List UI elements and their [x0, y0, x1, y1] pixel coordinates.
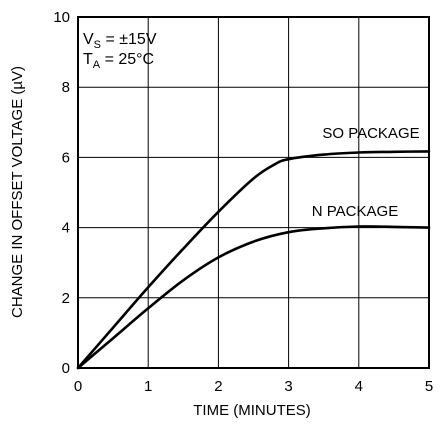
so-package-label: SO PACKAGE — [322, 125, 419, 142]
ta-subscript: A — [93, 59, 101, 71]
x-tick-label: 4 — [355, 378, 363, 395]
grid — [78, 17, 429, 368]
x-tick-label: 0 — [74, 378, 82, 395]
y-tick-label: 8 — [62, 79, 70, 96]
x-tick-label: 3 — [284, 378, 292, 395]
tick-labels: 0 1 2 3 4 5 0 2 4 6 8 10 — [53, 9, 433, 395]
y-axis-label: CHANGE IN OFFSET VOLTAGE (µV) — [9, 66, 26, 318]
y-tick-label: 10 — [53, 9, 70, 26]
vs-symbol: V — [83, 31, 94, 48]
n-package-line — [76, 225, 431, 370]
y-tick-label: 4 — [62, 220, 70, 237]
x-tick-label: 1 — [144, 378, 152, 395]
vs-subscript: S — [94, 39, 101, 51]
x-axis-label: TIME (MINUTES) — [193, 402, 311, 419]
y-tick-label: 6 — [62, 149, 70, 166]
y-tick-label: 0 — [62, 360, 70, 377]
plot-frame — [77, 16, 430, 369]
vs-value: = ±15V — [101, 31, 157, 48]
x-tick-label: 2 — [214, 378, 222, 395]
ta-symbol: T — [83, 51, 93, 68]
so-package-line — [76, 150, 431, 370]
temperature-condition: TA = 25°C — [83, 51, 154, 71]
series-group — [76, 150, 431, 370]
n-package-label: N PACKAGE — [312, 203, 398, 220]
ta-value: = 25°C — [100, 51, 154, 68]
supply-voltage-condition: VS = ±15V — [83, 31, 157, 51]
x-tick-label: 5 — [425, 378, 433, 395]
y-tick-label: 2 — [62, 290, 70, 307]
